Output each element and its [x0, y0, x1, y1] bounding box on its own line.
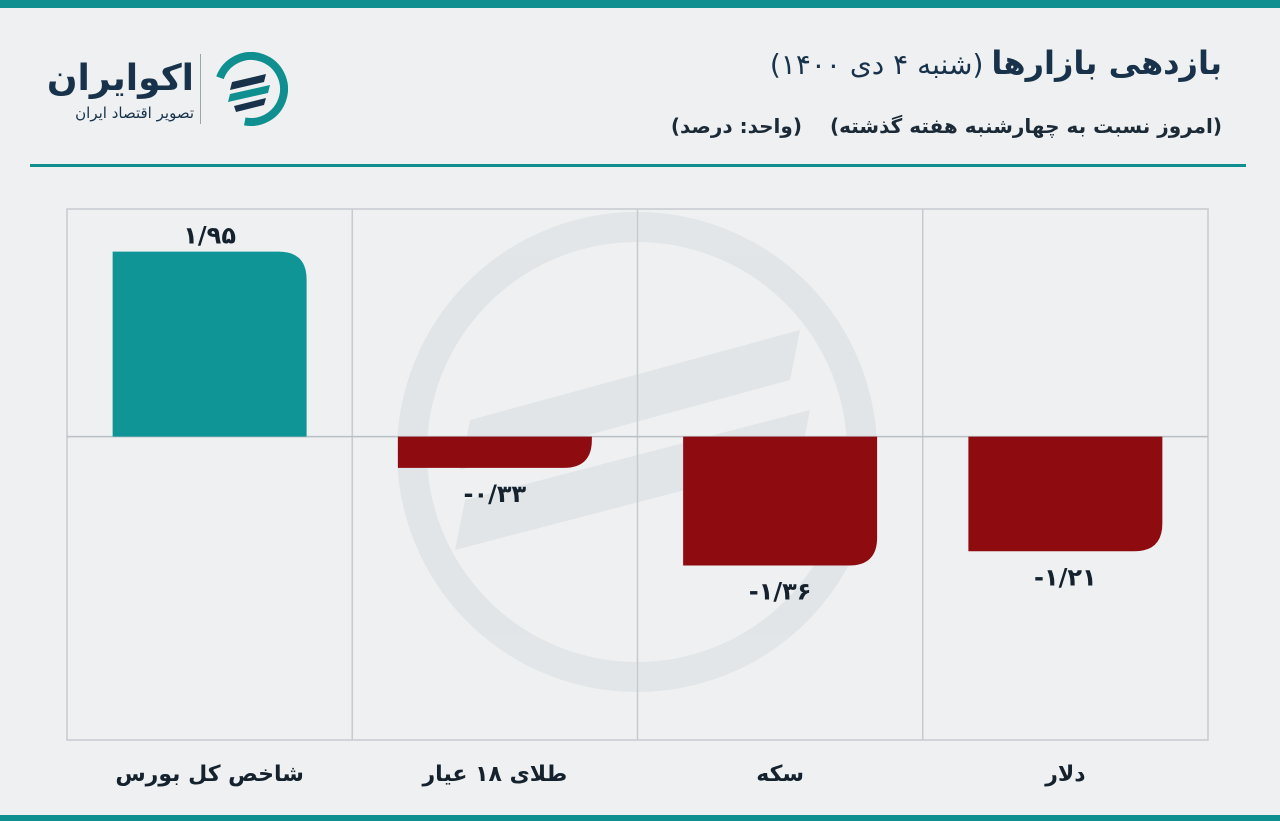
bar-value-label: -۱/۳۶ — [749, 578, 812, 606]
subtitle-unit: (واحد: درصد) — [670, 114, 802, 138]
header-divider — [30, 164, 1246, 167]
brand-tagline: تصویر اقتصاد ایران — [75, 104, 194, 122]
logo-divider — [200, 54, 201, 124]
bar-value-label: ۱/۹۵ — [183, 222, 236, 250]
bar — [397, 436, 592, 468]
subtitle-compare: (امروز نسبت به چهارشنبه هفته گذشته) — [829, 114, 1222, 138]
bar — [112, 251, 307, 437]
category-label: سکه — [756, 762, 804, 787]
bar — [683, 436, 878, 566]
brand-logo[interactable]: اکوایران تصویر اقتصاد ایران — [30, 48, 290, 130]
bar-value-label: -۱/۲۱ — [1034, 563, 1097, 591]
title-date: (شنبه ۴ دی ۱۴۰۰) — [769, 48, 984, 81]
title-main: بازدهی بازارها — [991, 44, 1222, 82]
brand-mark-icon — [214, 52, 288, 126]
category-label: طلای ۱۸ عیار — [422, 762, 568, 787]
chart-bars — [112, 251, 1163, 566]
category-label: دلار — [1044, 762, 1085, 787]
brand-name: اکوایران — [46, 58, 194, 99]
page-subtitle: (امروز نسبت به چهارشنبه هفته گذشته) (واحد… — [671, 114, 1222, 138]
bar-value-label: -۰/۳۳ — [464, 480, 527, 508]
top-accent-strip — [0, 0, 1280, 8]
chart-labels: -۱/۲۱ دلار -۱/۳۶ سکه -۰/۳۳ طلای ۱۸ عیار ۱/۹۵ شا… — [115, 222, 1096, 787]
bar — [968, 436, 1163, 552]
page-title: بازدهی بازارها(شنبه ۴ دی ۱۴۰۰) — [770, 44, 1222, 82]
category-label: شاخص کل بورس — [115, 762, 304, 787]
bottom-accent-strip — [0, 815, 1280, 821]
